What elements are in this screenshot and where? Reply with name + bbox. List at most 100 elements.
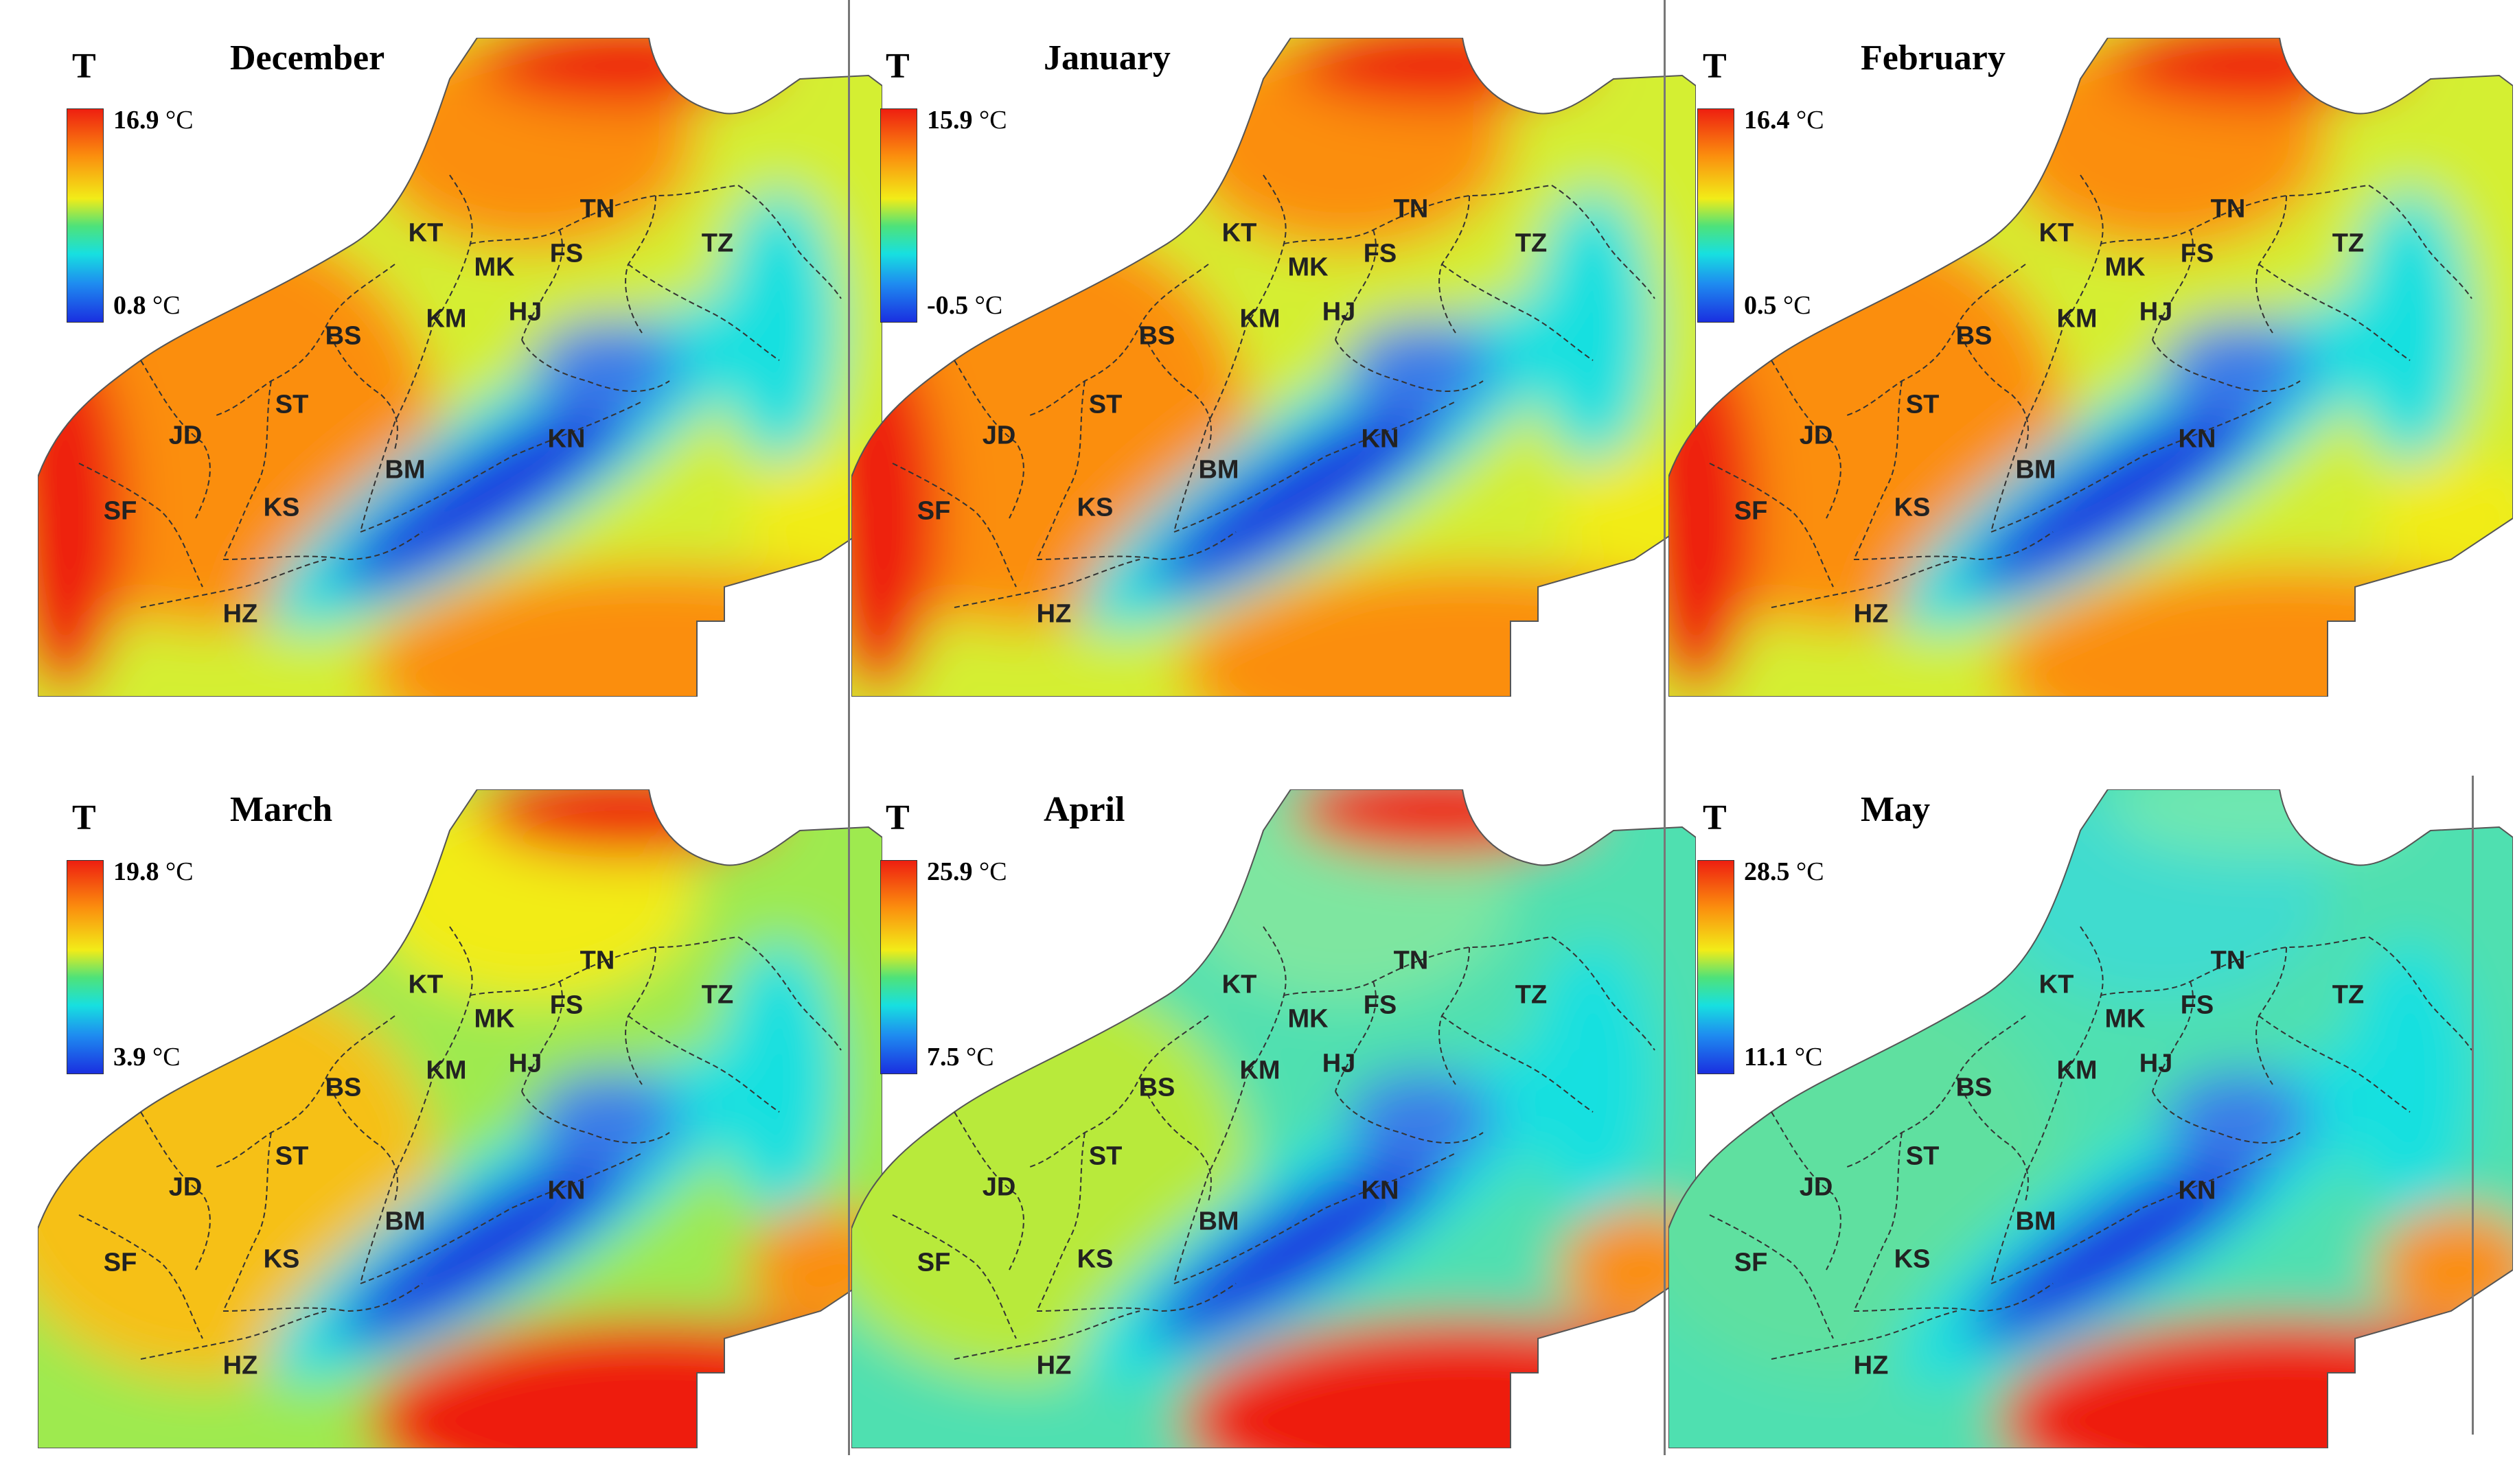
region-label-kt: KT (408, 970, 444, 999)
region-label-kn: KN (547, 424, 586, 454)
month-title: April (1044, 790, 1125, 829)
region-label-bs: BS (1138, 1073, 1175, 1102)
region-label-kt: KT (2039, 970, 2074, 999)
region-label-hz: HZ (1036, 1351, 1072, 1380)
scale-min-label: 11.1 °C (1744, 1042, 1822, 1072)
province-borders (892, 174, 1655, 608)
region-label-hj: HJ (508, 1049, 542, 1078)
scale-min-value: 0.5 (1744, 291, 1777, 320)
region-label-jd: JD (982, 1172, 1016, 1202)
province-borders (78, 926, 842, 1360)
scale-min-label: 0.5 °C (1744, 290, 1811, 321)
scale-unit: °C (1796, 857, 1824, 886)
region-label-tz: TZ (1515, 229, 1548, 258)
region-label-hz: HZ (222, 1351, 258, 1380)
month-title: January (1044, 38, 1171, 78)
region-label-fs: FS (549, 239, 584, 268)
region-label-hz: HZ (1036, 599, 1072, 629)
region-label-fs: FS (549, 990, 584, 1020)
region-label-kt: KT (1221, 218, 1257, 248)
region-label-sf: SF (917, 1248, 951, 1277)
scale-min-value: 3.9 (113, 1043, 146, 1071)
scale-unit: °C (165, 106, 194, 135)
color-scale-bar (1697, 108, 1734, 323)
region-label-tn: TN (2210, 194, 2246, 224)
region-label-ks: KS (263, 1244, 300, 1274)
region-label-tn: TN (1393, 194, 1429, 224)
region-label-fs: FS (2180, 239, 2214, 268)
region-label-mk: MK (474, 1004, 515, 1034)
month-title: December (230, 38, 385, 78)
region-label-hj: HJ (2139, 1049, 2173, 1078)
scale-max-label: 25.9 °C (927, 857, 1007, 887)
province-borders (1709, 926, 2472, 1360)
month-title: February (1861, 38, 2006, 78)
region-label-hj: HJ (1322, 1049, 1356, 1078)
region-label-bm: BM (384, 455, 426, 485)
scale-max-label: 16.9 °C (113, 105, 194, 135)
region-label-km: KM (1239, 1056, 1281, 1085)
region-label-sf: SF (917, 496, 951, 526)
scale-min-value: 0.8 (113, 291, 146, 320)
scale-unit: °C (152, 1043, 181, 1071)
region-label-sf: SF (1734, 496, 1768, 526)
region-label-jd: JD (168, 421, 203, 450)
province-borders (892, 926, 1655, 1360)
region-label-ks: KS (1894, 1244, 1931, 1274)
scale-max-label: 28.5 °C (1744, 857, 1824, 887)
region-label-st: ST (275, 390, 309, 419)
region-label-ks: KS (263, 493, 300, 522)
region-label-kt: KT (1221, 970, 1257, 999)
scale-max-label: 19.8 °C (113, 857, 194, 887)
region-label-jd: JD (982, 421, 1016, 450)
region-label-bs: BS (1138, 321, 1175, 351)
scale-unit: °C (152, 291, 181, 320)
region-label-hz: HZ (1853, 1351, 1889, 1380)
province-borders (78, 174, 842, 608)
region-label-ks: KS (1077, 1244, 1114, 1274)
region-label-fs: FS (1363, 239, 1397, 268)
scale-min-label: 3.9 °C (113, 1042, 181, 1072)
scale-max-value: 28.5 (1744, 857, 1790, 886)
region-label-tn: TN (579, 946, 615, 975)
region-label-tn: TN (579, 194, 615, 224)
region-label-ks: KS (1077, 493, 1114, 522)
scale-unit: °C (1783, 291, 1811, 320)
legend-symbol: T (1703, 47, 1727, 86)
color-scale-bar (67, 860, 104, 1074)
region-label-st: ST (275, 1141, 309, 1171)
region-label-kn: KN (547, 1176, 586, 1205)
panel-separator (2472, 776, 2474, 1435)
region-label-bm: BM (2015, 455, 2056, 485)
scale-max-value: 25.9 (927, 857, 973, 886)
region-label-kn: KN (2178, 1176, 2216, 1205)
scale-unit: °C (165, 857, 194, 886)
region-label-km: KM (426, 304, 467, 334)
scale-unit: °C (1794, 1043, 1823, 1071)
region-label-fs: FS (1363, 990, 1397, 1020)
scale-min-value: 11.1 (1744, 1043, 1789, 1071)
month-title: May (1861, 790, 1931, 829)
scale-unit: °C (979, 857, 1007, 886)
scale-min-value: -0.5 (927, 291, 969, 320)
map-panel-april: T April 25.9 °C 7.5 °C TN KT MK FS TZ KM HJ BS ST JD K… (851, 789, 1696, 1448)
scale-min-label: 7.5 °C (927, 1042, 994, 1072)
legend-symbol: T (1703, 798, 1727, 837)
map-panel-january: T January 15.9 °C -0.5 °C TN KT MK FS TZ KM HJ BS ST… (851, 38, 1696, 697)
region-label-bm: BM (1198, 455, 1239, 485)
province-borders (1709, 174, 2472, 608)
temperature-map (1668, 38, 2513, 697)
region-label-st: ST (1905, 390, 1940, 419)
temperature-map (38, 789, 882, 1448)
scale-unit: °C (1796, 106, 1824, 135)
scale-max-value: 15.9 (927, 106, 973, 135)
region-label-fs: FS (2180, 990, 2214, 1020)
temperature-map (851, 789, 1696, 1448)
scale-max-label: 16.4 °C (1744, 105, 1824, 135)
region-label-tn: TN (1393, 946, 1429, 975)
color-scale-bar (880, 860, 917, 1074)
region-label-jd: JD (1799, 1172, 1833, 1202)
region-label-km: KM (2056, 1056, 2098, 1085)
region-label-mk: MK (2104, 1004, 2146, 1034)
